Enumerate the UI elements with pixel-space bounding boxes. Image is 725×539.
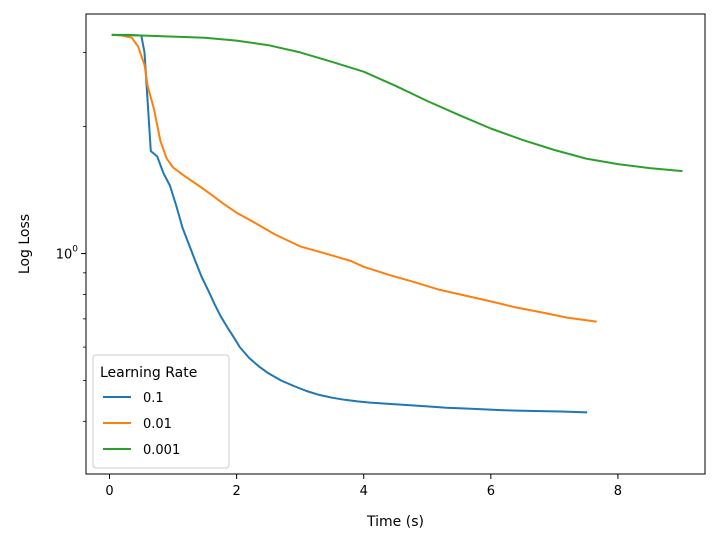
legend-items: 0.1 0.01 0.001 [103,391,180,458]
legend-title: Learning Rate [100,365,197,381]
series-line-0.001 [111,33,683,173]
legend-box [92,354,230,469]
x-tick-label-4: 8 [614,484,622,499]
x-tick-label-3: 6 [487,484,495,499]
legend-label-0.001: 0.001 [143,443,180,458]
x-axis-label: Time (s) [366,514,424,530]
y-axis: 100 [56,51,86,422]
series-layer [111,33,683,414]
y-tick-label-0: 100 [56,245,79,263]
legend-label-0.01: 0.01 [143,417,172,432]
series-line-0.1 [111,33,588,414]
x-tick-label-1: 2 [232,484,240,499]
x-tick-label-0: 0 [105,484,113,499]
legend-label-0.1: 0.1 [143,391,164,406]
legend: Learning Rate 0.1 0.01 0.001 [92,354,230,469]
y-tick-label-exponent: 0 [72,245,78,255]
axes-frame [85,13,706,475]
x-tick-label-2: 4 [360,484,368,499]
series-line-0.01 [111,33,597,323]
y-tick-label-base: 10 [56,248,73,263]
x-axis: 0 2 4 6 8 [105,474,622,499]
y-axis-label: Log Loss [17,214,33,274]
